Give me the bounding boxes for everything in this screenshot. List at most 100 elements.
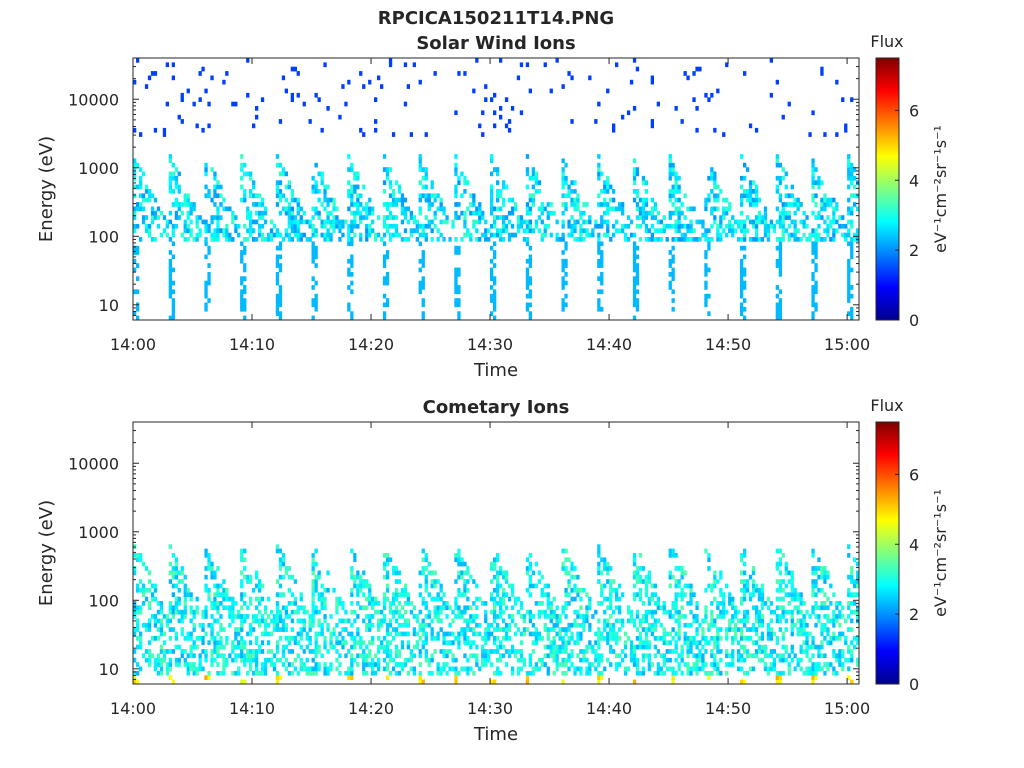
heatmap-cell [442,592,446,597]
heatmap-cell [252,614,256,619]
heatmap-cell [531,649,535,654]
heatmap-cell [796,657,800,663]
heatmap-cell [406,622,410,628]
heatmap-cell [817,644,821,650]
heatmap-cell [680,570,684,576]
heatmap-cell [496,627,500,632]
heatmap-cell [418,285,422,290]
heatmap-cell [427,622,431,628]
heatmap-cell [549,88,553,94]
heatmap-cell [493,298,497,303]
heatmap-cell [856,561,860,567]
heatmap-cell [841,631,845,637]
heatmap-cell [240,679,244,685]
heatmap-cell [225,657,229,663]
heatmap-cell [195,605,199,611]
heatmap-cell [347,206,351,212]
heatmap-cell [338,237,342,242]
heatmap-cell [424,197,428,203]
heatmap-cell [820,640,824,645]
heatmap-cell [668,570,672,576]
heatmap-cell [564,605,568,611]
heatmap-cell [368,583,372,589]
heatmap-cell [335,223,339,229]
heatmap-cell [314,587,318,593]
heatmap-cell [445,219,449,225]
heatmap-cell [451,653,455,659]
heatmap-cell [671,162,675,168]
heatmap-cell [737,640,741,645]
heatmap-cell [606,219,610,225]
heatmap-cell [778,679,782,685]
heatmap-cell [139,609,143,615]
heatmap-cell [174,184,178,190]
heatmap-cell [609,614,613,619]
heatmap-cell [314,180,318,185]
heatmap-cell [561,258,565,264]
heatmap-cell [472,627,476,632]
heatmap-cell [466,657,470,663]
heatmap-cell [385,171,390,177]
heatmap-cell [850,306,854,312]
heatmap-cell [323,184,327,190]
heatmap-cell [255,653,259,659]
heatmap-cell [728,618,732,624]
heatmap-cell [377,215,381,220]
heatmap-cell [222,587,226,593]
heatmap-cell [397,592,402,597]
heatmap-cell [683,592,687,597]
heatmap-cell [216,228,220,233]
heatmap-cell [457,202,461,207]
heatmap-cell [710,206,714,212]
heatmap-cell [136,245,140,251]
heatmap-cell [585,618,589,624]
heatmap-cell [504,605,509,611]
heatmap-cell [287,223,291,229]
heatmap-cell [210,614,214,619]
heatmap-cell [397,189,402,194]
heatmap-cell [510,605,515,611]
heatmap-cell [153,237,158,242]
heatmap-cell [561,285,565,290]
heatmap-cell [850,250,854,255]
heatmap-cell [430,579,434,584]
heatmap-cell [469,193,473,199]
heatmap-cell [656,601,660,606]
heatmap-cell [243,276,247,281]
heatmap-cell [356,587,360,593]
heatmap-cell [409,215,413,220]
heatmap-cell [784,202,788,207]
heatmap-cell [359,127,363,133]
heatmap-cell [195,219,199,225]
heatmap-cell [748,197,753,203]
heatmap-cell [528,254,532,260]
heatmap-cell [787,223,791,229]
heatmap-cell [802,210,806,216]
heatmap-cell [320,223,324,229]
heatmap-cell [558,662,562,667]
heatmap-cell [284,627,288,632]
heatmap-cell [338,618,342,624]
heatmap-cell [272,622,277,628]
heatmap-cell [635,662,640,667]
heatmap-cell [704,636,708,641]
heatmap-cell [311,570,315,576]
heatmap-cell [644,210,649,216]
heatmap-cell [153,657,158,663]
heatmap-cell [823,228,827,233]
heatmap-cell [320,219,324,225]
heatmap-cell [299,605,303,611]
heatmap-cell [278,657,283,663]
heatmap-cell [510,670,515,676]
heatmap-cell [359,653,363,659]
heatmap-cell [671,289,675,295]
heatmap-cell [344,653,348,659]
heatmap-cell [338,640,342,645]
heatmap-cell [564,193,568,199]
heatmap-cell [249,210,253,216]
heatmap-cell [394,649,399,654]
heatmap-cell [832,206,836,212]
heatmap-cell [543,662,547,667]
heatmap-cell [177,618,181,624]
heatmap-cell [844,618,848,624]
